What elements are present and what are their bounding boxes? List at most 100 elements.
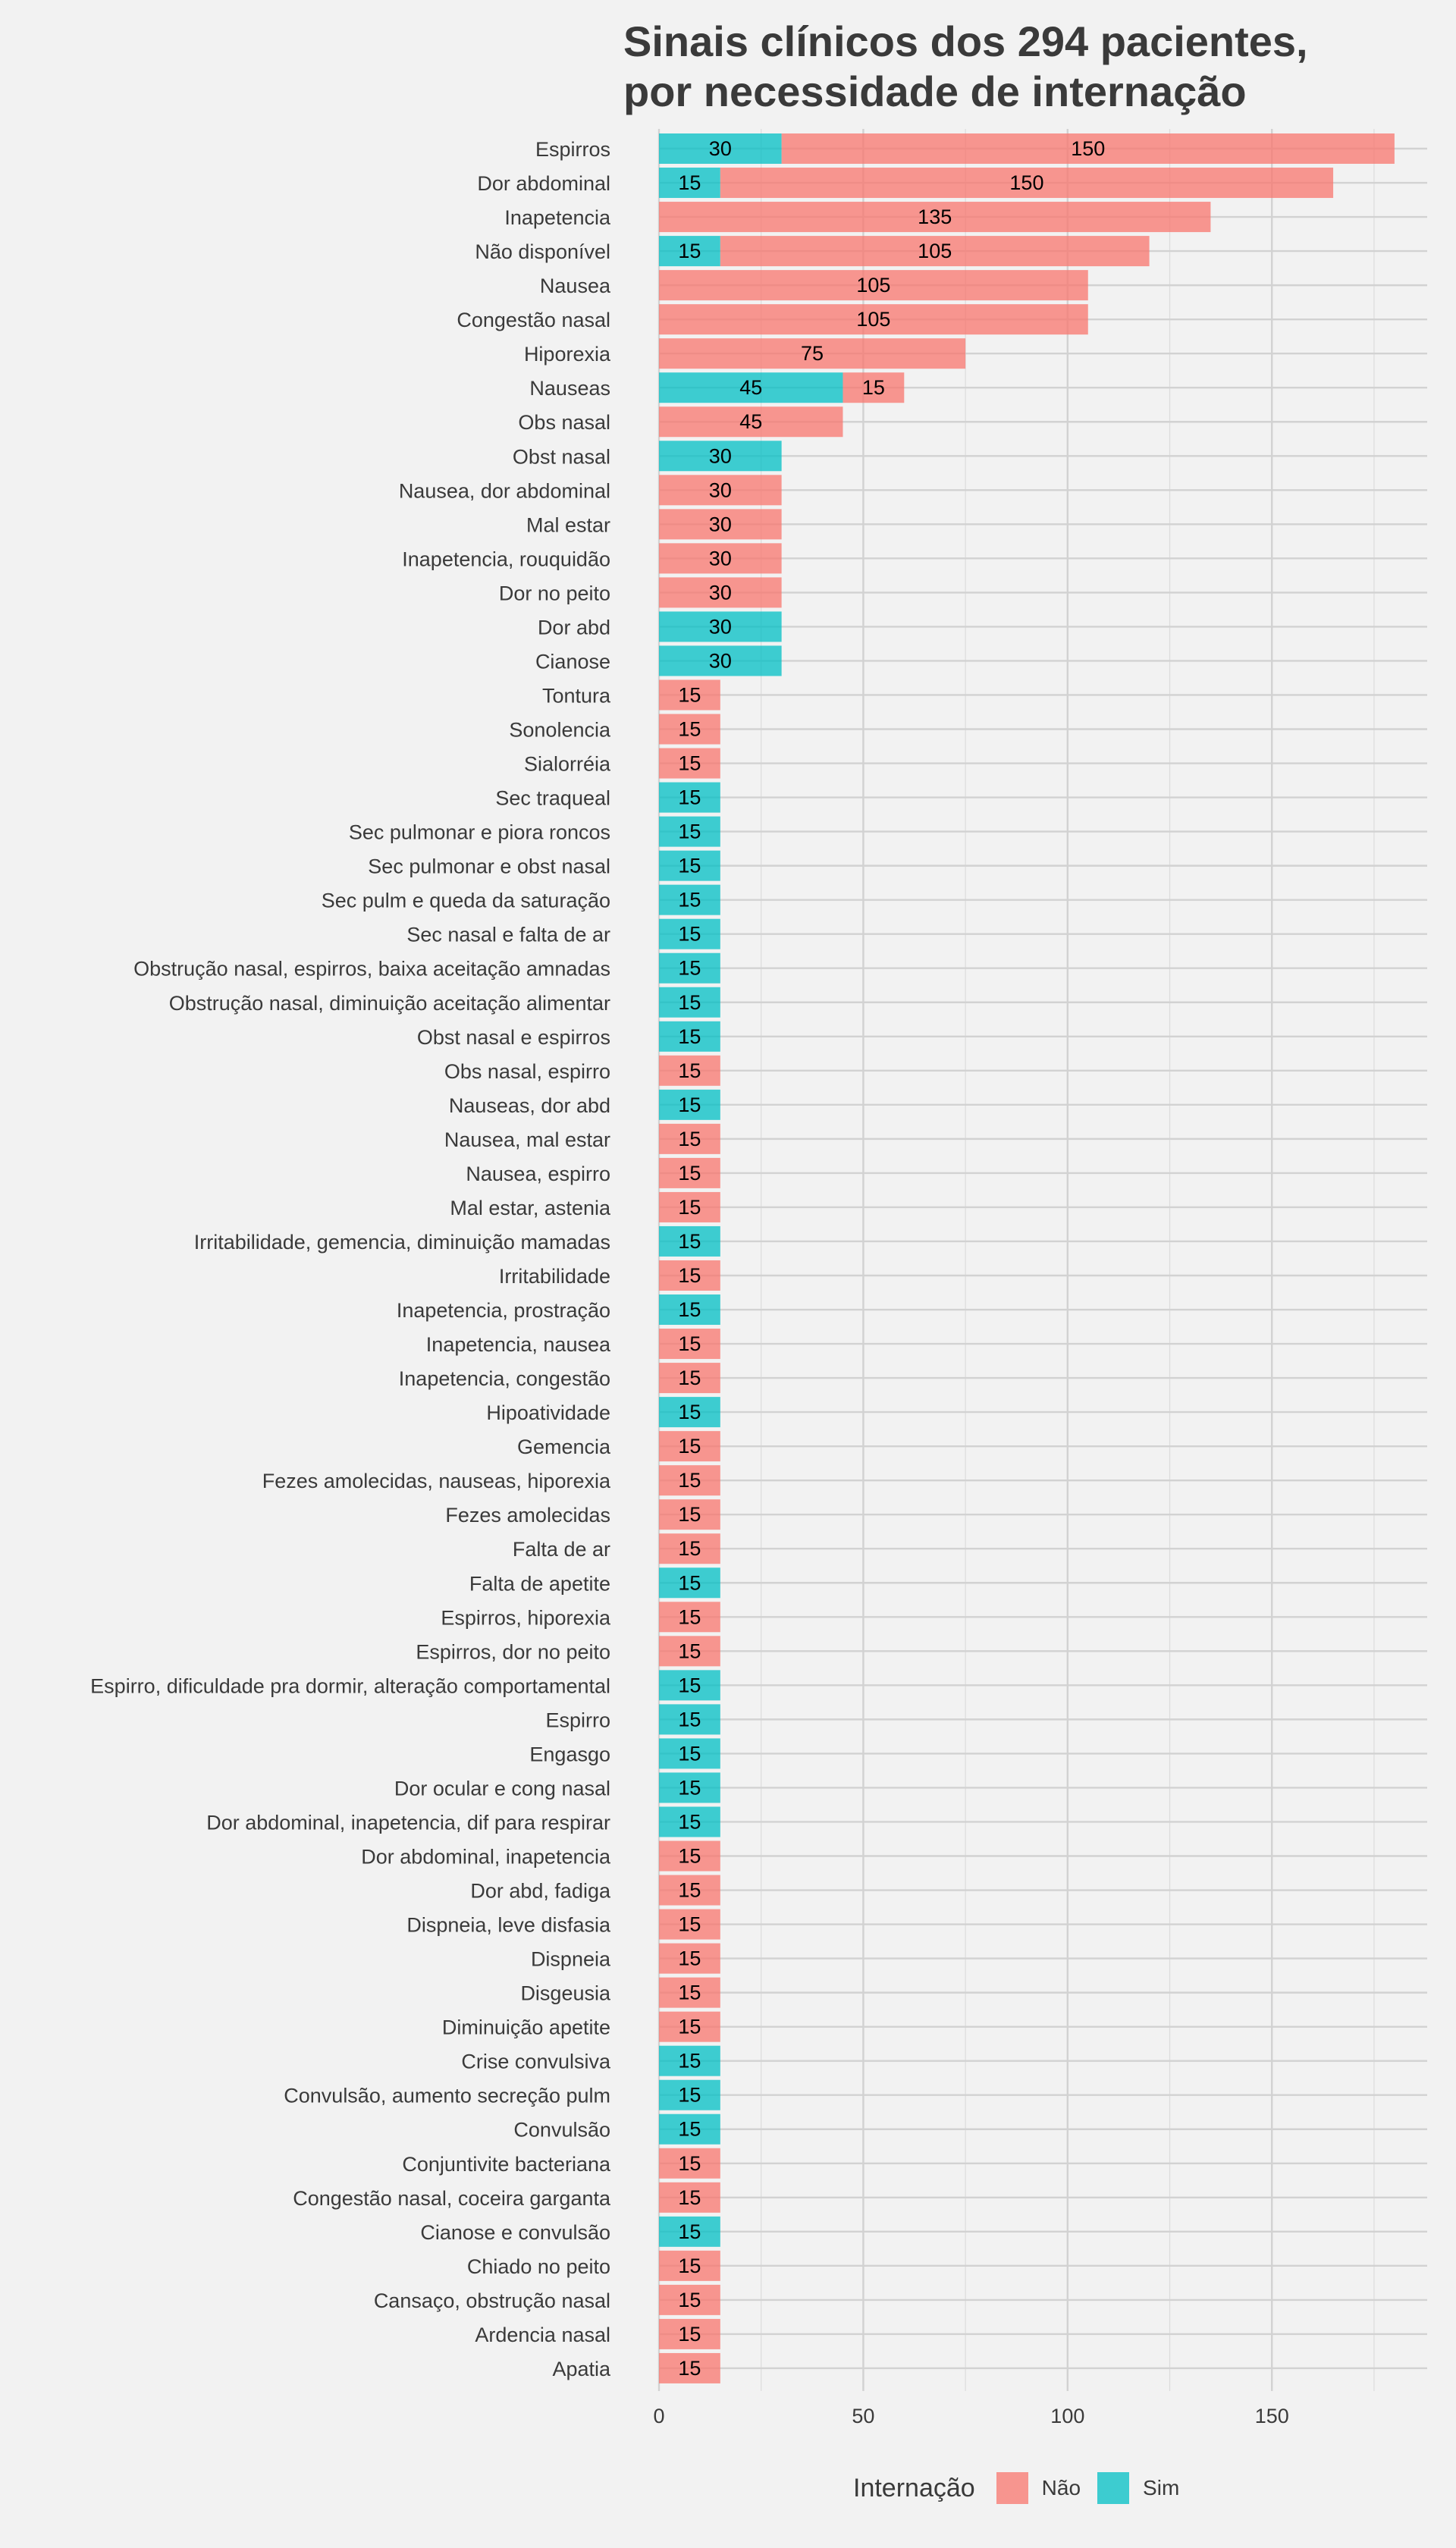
chart-title: Sinais clínicos dos 294 pacientes, por n… bbox=[623, 17, 1308, 117]
category-label-nausea-dor-abdominal: Nausea, dor abdominal bbox=[399, 479, 610, 502]
category-label-dor-no-peito: Dor no peito bbox=[499, 582, 610, 604]
data-label-nao-fezes-amolecidas-nauseas-hiporexia: 15 bbox=[678, 1469, 701, 1492]
data-label-sim-cianose-e-convulsao: 15 bbox=[678, 2220, 701, 2243]
bar-nao-dispneia-leve-disfasia bbox=[659, 1909, 720, 1940]
bar-sim-nauseas-dor-abd bbox=[659, 1089, 720, 1120]
category-label-inapetencia: Inapetencia bbox=[504, 206, 611, 229]
data-label-nao-inapetencia-rouquidao: 30 bbox=[709, 547, 732, 570]
data-label-nao-mal-estar: 30 bbox=[709, 513, 732, 535]
data-label-sim-inapetencia-prostracao: 15 bbox=[678, 1298, 701, 1321]
category-label-apatia: Apatia bbox=[552, 2358, 611, 2380]
data-label-nao-cansaco-obstrucao-nasal: 15 bbox=[678, 2289, 701, 2311]
data-label-sim-obst-nasal-e-espirros: 15 bbox=[678, 1025, 701, 1048]
legend-label-sim: Sim bbox=[1143, 2476, 1180, 2499]
category-label-congestao-nasal: Congestão nasal bbox=[457, 309, 610, 331]
category-label-espirros: Espirros bbox=[535, 138, 610, 161]
bar-nao-inapetencia-congestao bbox=[659, 1363, 720, 1394]
bar-sim-obstrucao-nasal-diminuicao-aceitacao-alimentar bbox=[659, 987, 720, 1018]
bar-nao-congestao-nasal bbox=[659, 304, 1088, 335]
bar-nao-inapetencia-rouquidao bbox=[659, 543, 782, 574]
data-label-nao-obs-nasal-espirro: 15 bbox=[678, 1059, 701, 1082]
data-label-nao-fezes-amolecidas: 15 bbox=[678, 1503, 701, 1526]
bar-sim-sec-traqueal bbox=[659, 782, 720, 813]
category-label-obstrucao-nasal-espirros-baixa-aceitacao-amnadas: Obstrução nasal, espirros, baixa aceitaç… bbox=[133, 958, 610, 981]
data-label-sim-convulsao-aumento-secrecao-pulm: 15 bbox=[678, 2084, 701, 2107]
bar-sim-obst-nasal bbox=[659, 441, 782, 472]
bar-sim-sec-pulmonar-e-piora-roncos bbox=[659, 816, 720, 847]
bar-nao-diminuicao-apetite bbox=[659, 2011, 720, 2042]
category-label-sec-traqueal: Sec traqueal bbox=[495, 787, 610, 810]
category-label-obs-nasal-espirro: Obs nasal, espirro bbox=[444, 1060, 610, 1083]
bar-nao-conjuntivite-bacteriana bbox=[659, 2148, 720, 2179]
category-label-sec-pulmonar-e-piora-roncos: Sec pulmonar e piora roncos bbox=[349, 821, 610, 844]
bar-sim-cianose bbox=[659, 645, 782, 676]
category-label-obs-nasal: Obs nasal bbox=[518, 411, 610, 434]
category-label-espirros-hiporexia: Espirros, hiporexia bbox=[441, 1606, 611, 1629]
category-label-fezes-amolecidas: Fezes amolecidas bbox=[445, 1504, 610, 1527]
category-label-dor-abdominal: Dor abdominal bbox=[477, 172, 610, 195]
bar-nao-nausea-espirro bbox=[659, 1157, 720, 1188]
category-label-nausea-mal-estar: Nausea, mal estar bbox=[444, 1128, 610, 1151]
data-label-nao-ardencia-nasal: 15 bbox=[678, 2323, 701, 2346]
bar-nao-tontura bbox=[659, 679, 720, 711]
data-label-nao-congestao-nasal-coceira-garganta: 15 bbox=[678, 2186, 701, 2209]
data-label-nao-inapetencia-nausea: 15 bbox=[678, 1332, 701, 1355]
bar-nao-hiporexia bbox=[659, 338, 966, 369]
category-label-cansaco-obstrucao-nasal: Cansaço, obstrução nasal bbox=[374, 2289, 610, 2312]
category-label-sialorreia: Sialorréia bbox=[524, 753, 611, 776]
data-label-sim-crise-convulsiva: 15 bbox=[678, 2050, 701, 2073]
bar-nao-nausea-dor-abdominal bbox=[659, 475, 782, 506]
data-label-sim-engasgo: 15 bbox=[678, 1742, 701, 1765]
legend-key-nao bbox=[996, 2472, 1028, 2504]
data-label-sim-nauseas-dor-abd: 15 bbox=[678, 1094, 701, 1116]
category-label-dor-abdominal-inapetencia-dif-para-respirar: Dor abdominal, inapetencia, dif para res… bbox=[206, 1811, 610, 1834]
bar-nao-inapetencia bbox=[659, 202, 1211, 233]
data-label-nao-dor-abdominal: 150 bbox=[1009, 171, 1043, 194]
bar-nao-chiado-no-peito bbox=[659, 2250, 720, 2281]
data-label-nao-nausea-mal-estar: 15 bbox=[678, 1128, 701, 1150]
data-label-sim-sec-traqueal: 15 bbox=[678, 786, 701, 809]
data-label-nao-dor-abd-fadiga: 15 bbox=[678, 1879, 701, 1902]
bar-sim-nauseas bbox=[659, 372, 843, 403]
legend-label-nao: Não bbox=[1041, 2476, 1081, 2499]
category-label-inapetencia-congestao: Inapetencia, congestão bbox=[399, 1367, 610, 1390]
data-label-nao-nao-disponivel: 105 bbox=[918, 240, 952, 262]
data-label-sim-sec-pulm-e-queda-da-saturacao: 15 bbox=[678, 889, 701, 912]
category-label-mal-estar: Mal estar bbox=[526, 513, 610, 536]
bar-nao-nauseas bbox=[843, 372, 905, 403]
bar-nao-irritabilidade bbox=[659, 1260, 720, 1291]
data-label-nao-falta-de-ar: 15 bbox=[678, 1537, 701, 1560]
data-label-sim-convulsao: 15 bbox=[678, 2118, 701, 2141]
bar-sim-cianose-e-convulsao bbox=[659, 2216, 720, 2247]
legend-key-sim bbox=[1097, 2472, 1130, 2504]
bar-nao-nao-disponivel bbox=[720, 236, 1150, 267]
category-label-dor-abd-fadiga: Dor abd, fadiga bbox=[470, 1880, 611, 1903]
category-label-dispneia-leve-disfasia: Dispneia, leve disfasia bbox=[406, 1914, 611, 1937]
bar-sim-engasgo bbox=[659, 1738, 720, 1769]
legend-item-nao: Não bbox=[996, 2472, 1081, 2504]
bar-sim-dor-ocular-e-cong-nasal bbox=[659, 1772, 720, 1803]
category-label-tontura: Tontura bbox=[542, 684, 611, 707]
category-label-sec-pulm-e-queda-da-saturacao: Sec pulm e queda da saturação bbox=[322, 890, 610, 912]
data-label-nao-nausea-dor-abdominal: 30 bbox=[709, 479, 732, 501]
bar-sim-nao-disponivel bbox=[659, 236, 720, 267]
bar-nao-dor-abdominal-inapetencia bbox=[659, 1840, 720, 1872]
x-tick-label: 0 bbox=[653, 2405, 664, 2427]
category-label-inapetencia-rouquidao: Inapetencia, rouquidão bbox=[402, 548, 610, 570]
x-tick-label: 50 bbox=[852, 2405, 874, 2427]
bar-nao-espirros bbox=[781, 133, 1395, 164]
category-label-disgeusia: Disgeusia bbox=[520, 1982, 611, 2005]
bar-sim-espirro-dificuldade-pra-dormir-alteracao-comportamental bbox=[659, 1670, 720, 1701]
data-label-sim-sec-pulmonar-e-obst-nasal: 15 bbox=[678, 855, 701, 877]
data-label-nao-espirros-hiporexia: 15 bbox=[678, 1605, 701, 1628]
bar-nao-fezes-amolecidas-nauseas-hiporexia bbox=[659, 1465, 720, 1496]
data-label-nao-irritabilidade: 15 bbox=[678, 1264, 701, 1287]
bar-nao-obs-nasal-espirro bbox=[659, 1055, 720, 1086]
legend: Internação Não Sim bbox=[853, 2472, 1196, 2504]
data-label-nao-inapetencia-congestao: 15 bbox=[678, 1367, 701, 1389]
bar-nao-falta-de-ar bbox=[659, 1533, 720, 1564]
category-label-nao-disponivel: Não disponível bbox=[475, 240, 610, 263]
bar-sim-sec-nasal-e-falta-de-ar bbox=[659, 918, 720, 949]
